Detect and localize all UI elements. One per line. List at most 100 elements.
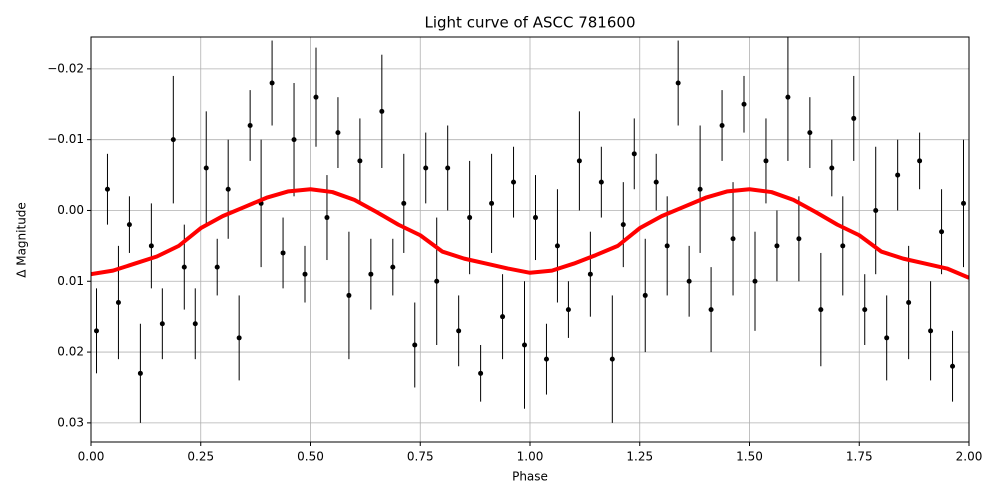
point <box>598 179 604 185</box>
point <box>225 186 231 192</box>
point <box>126 222 132 228</box>
point <box>939 229 945 235</box>
point <box>807 130 813 136</box>
point <box>137 370 143 376</box>
point <box>478 370 484 376</box>
point <box>335 130 341 136</box>
y-tick-label: 0.03 <box>57 415 84 429</box>
chart-title: Light curve of ASCC 781600 <box>425 14 636 32</box>
plot-area <box>91 37 969 423</box>
point <box>214 264 220 270</box>
point <box>818 307 824 313</box>
plot-frame <box>90 36 970 443</box>
point <box>884 335 890 341</box>
y-tick-label: 0.02 <box>57 345 84 359</box>
point <box>522 342 528 348</box>
point <box>434 278 440 284</box>
point <box>873 207 879 213</box>
point <box>840 243 846 249</box>
point <box>148 243 154 249</box>
y-tick-label: 0.01 <box>57 274 84 288</box>
point <box>313 94 319 100</box>
point <box>620 222 626 228</box>
x-tick-label: 0.50 <box>297 450 324 464</box>
point <box>324 215 330 221</box>
point <box>115 300 121 306</box>
point <box>829 165 835 171</box>
point <box>511 179 517 185</box>
x-tick-label: 1.75 <box>846 450 873 464</box>
point <box>675 80 681 86</box>
point <box>587 271 593 277</box>
x-tick-label: 0.75 <box>407 450 434 464</box>
point <box>500 314 506 320</box>
point <box>489 200 495 206</box>
y-axis-label: Δ Magnitude <box>15 202 29 278</box>
point <box>763 158 769 164</box>
x-tick-label: 2.00 <box>956 450 983 464</box>
point <box>401 200 407 206</box>
point <box>631 151 637 157</box>
point <box>159 321 165 327</box>
x-tick-label: 1.25 <box>626 450 653 464</box>
point <box>708 307 714 313</box>
x-tick-label: 0.00 <box>78 450 105 464</box>
point <box>895 172 901 178</box>
x-tick-label: 0.25 <box>187 450 214 464</box>
point <box>686 278 692 284</box>
y-tick-label: 0.00 <box>57 203 84 217</box>
point <box>368 271 374 277</box>
point <box>851 115 857 121</box>
point <box>412 342 418 348</box>
point <box>928 328 934 334</box>
x-tick-label: 1.50 <box>736 450 763 464</box>
point <box>785 94 791 100</box>
point <box>653 179 659 185</box>
point <box>796 236 802 242</box>
point <box>917 158 923 164</box>
point <box>642 292 648 298</box>
point <box>730 236 736 242</box>
point <box>423 165 429 171</box>
point <box>741 101 747 107</box>
point <box>357 158 363 164</box>
x-tick-label: 1.00 <box>517 450 544 464</box>
binned-line <box>91 187 969 280</box>
point <box>104 186 110 192</box>
point <box>390 264 396 270</box>
point <box>247 123 253 129</box>
point <box>576 158 582 164</box>
point <box>236 335 242 341</box>
point <box>961 200 967 206</box>
point <box>291 137 297 143</box>
point <box>950 363 956 369</box>
point <box>181 264 187 270</box>
point <box>269 80 275 86</box>
point <box>862 307 868 313</box>
point <box>609 356 615 362</box>
point <box>93 328 99 334</box>
point <box>379 108 385 114</box>
point <box>774 243 780 249</box>
point <box>752 278 758 284</box>
point <box>445 165 451 171</box>
point <box>565 307 571 313</box>
point <box>170 137 176 143</box>
point <box>697 186 703 192</box>
point <box>456 328 462 334</box>
point <box>906 300 912 306</box>
point <box>280 250 286 256</box>
point <box>719 123 725 129</box>
point <box>532 215 538 221</box>
point <box>203 165 209 171</box>
point <box>543 356 549 362</box>
y-tick-label: −0.02 <box>47 61 84 75</box>
y-tick-label: −0.01 <box>47 132 84 146</box>
point <box>346 292 352 298</box>
point <box>192 321 198 327</box>
point <box>302 271 308 277</box>
point <box>664 243 670 249</box>
point <box>467 215 473 221</box>
point <box>554 243 560 249</box>
